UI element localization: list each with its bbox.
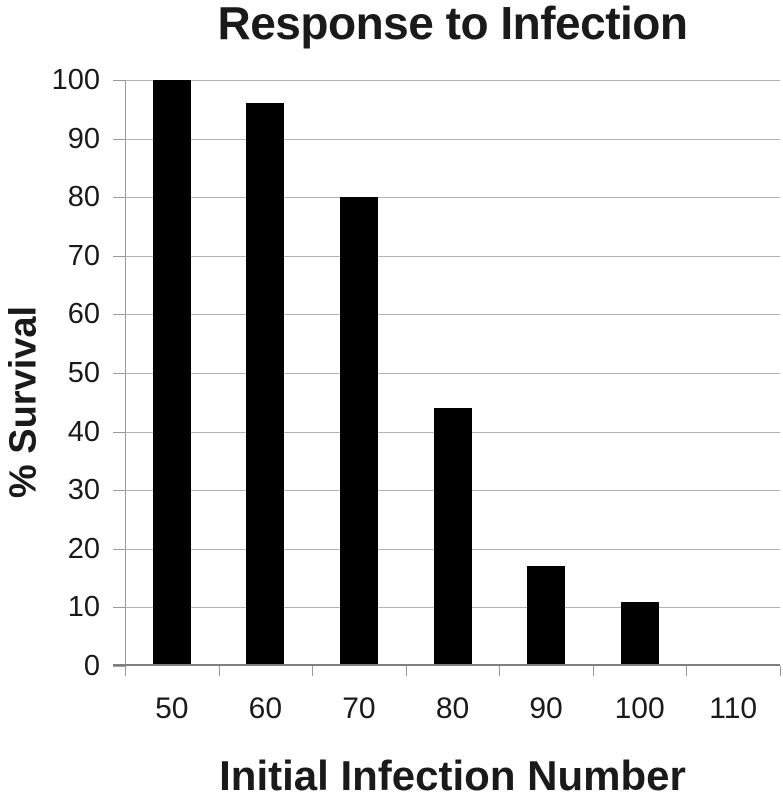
x-tick-mark: [125, 666, 126, 676]
bar: [527, 566, 566, 666]
x-tick-label: 80: [435, 692, 470, 725]
bar: [433, 408, 472, 666]
gridline: [125, 80, 780, 81]
y-tick-mark: [113, 197, 126, 199]
y-tick-mark: [113, 607, 126, 609]
y-tick-label: 0: [83, 650, 100, 682]
y-tick-mark: [113, 666, 126, 667]
y-tick-label: 60: [67, 298, 100, 331]
y-tick-label: 10: [67, 591, 100, 624]
x-tick-label: 70: [342, 692, 376, 725]
y-tick-label: 20: [67, 532, 100, 565]
y-tick-label: 40: [67, 415, 100, 448]
y-tick-label: 80: [67, 181, 100, 214]
x-tick-label: 100: [614, 692, 665, 725]
x-tick-mark: [592, 666, 594, 676]
x-tick-mark: [218, 666, 220, 676]
bar: [246, 103, 285, 666]
y-tick-label: 30: [67, 474, 100, 507]
x-tick-mark: [686, 666, 688, 676]
y-tick-mark: [113, 373, 126, 374]
gridline: [125, 314, 780, 316]
bar: [152, 80, 191, 666]
x-tick-mark: [499, 666, 501, 676]
y-tick-mark: [113, 138, 126, 140]
y-tick-label: 50: [67, 357, 100, 389]
x-tick-label: 50: [155, 692, 189, 725]
x-tick-label: 90: [529, 692, 563, 725]
bar: [620, 601, 659, 666]
y-tick-label: 100: [51, 64, 100, 96]
y-tick-mark: [113, 255, 126, 257]
x-tick-label: 110: [709, 692, 758, 725]
y-tick-mark: [113, 80, 126, 81]
gridline: [125, 255, 780, 257]
y-tick-mark: [113, 431, 126, 433]
chart-title: Response to Infection: [217, 0, 688, 49]
plot-area: [113, 80, 780, 676]
y-tick-mark: [113, 314, 126, 316]
x-axis-title: Initial Infection Number: [219, 752, 686, 799]
y-tick-mark: [113, 490, 126, 492]
y-axis-line: [125, 80, 126, 676]
x-tick-label: 60: [248, 692, 283, 725]
y-tick-label: 70: [67, 239, 100, 272]
gridline: [125, 138, 780, 140]
y-tick-mark: [113, 548, 126, 550]
y-axis-title: % Survival: [2, 305, 45, 499]
x-axis-line: [113, 664, 780, 666]
gridline: [125, 373, 780, 374]
x-tick-mark: [780, 666, 781, 676]
gridline: [125, 197, 780, 199]
x-tick-mark: [312, 666, 314, 676]
bar: [339, 197, 378, 666]
y-tick-label: 90: [67, 122, 100, 155]
x-tick-mark: [405, 666, 407, 676]
